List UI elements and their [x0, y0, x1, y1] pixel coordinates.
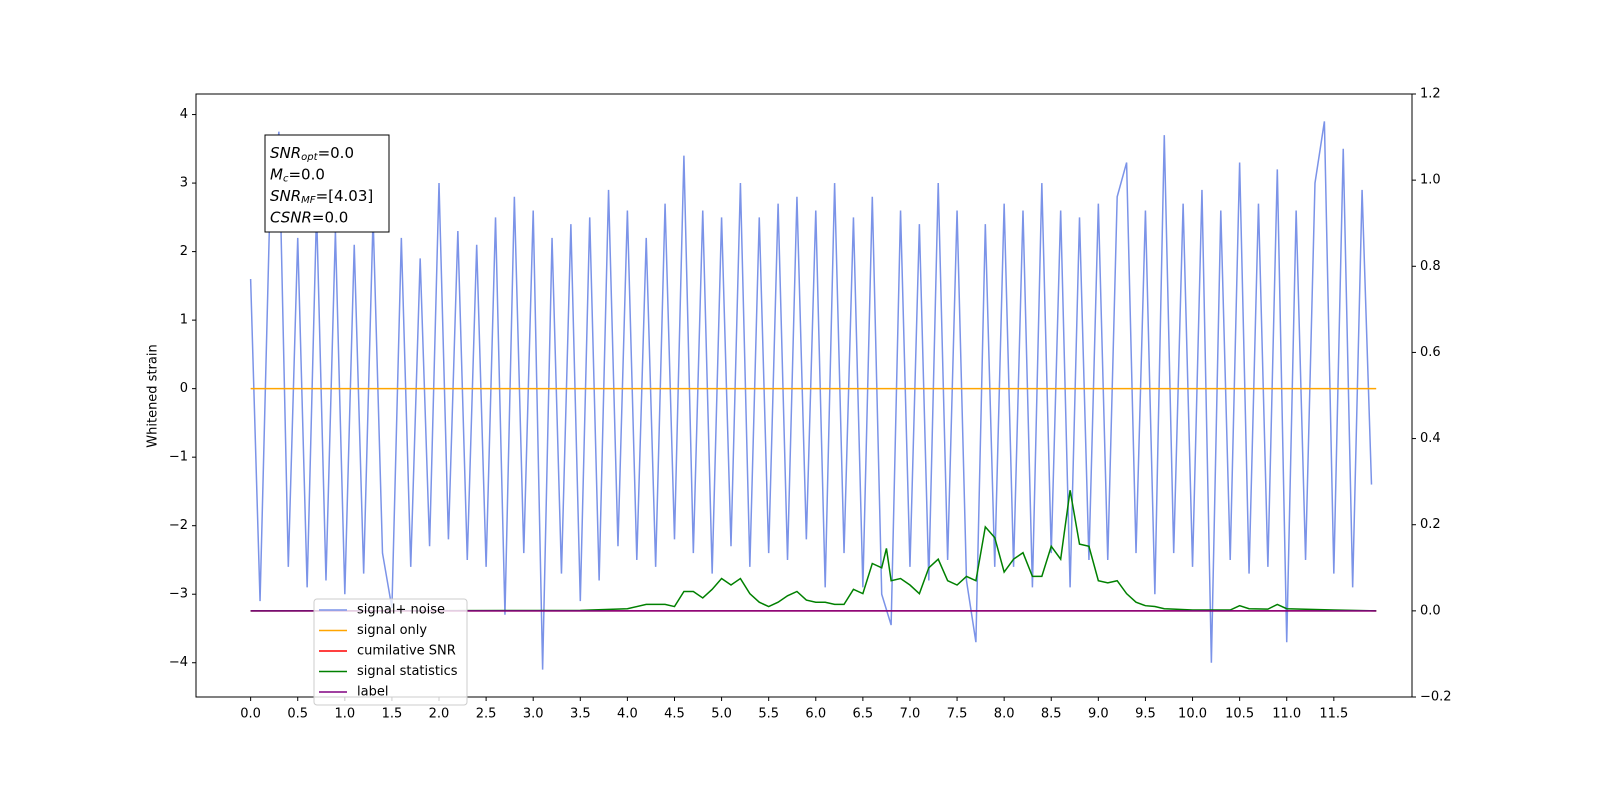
legend-label: cumilative SNR	[357, 644, 456, 659]
y-tick-label: 2	[180, 244, 188, 259]
annotation-line: CSNR=0.0	[270, 208, 348, 226]
annotation-line: SNRMF=[4.03]	[270, 187, 373, 207]
y2-tick-label: 0.8	[1420, 259, 1441, 274]
y-tick-label: 1	[180, 313, 188, 328]
plot-frame	[195, 93, 1413, 698]
x-tick-label: 4.5	[664, 707, 685, 722]
x-tick-label: 6.5	[853, 707, 874, 722]
annotation-symbol: CSNR	[270, 208, 312, 226]
annotation-box	[264, 134, 390, 233]
annotation-value: =0.0	[318, 144, 354, 162]
y2-tick-label: −0.2	[1420, 690, 1452, 705]
annotation-symbol: SNR	[270, 187, 301, 205]
x-tick-label: 1.5	[382, 707, 403, 722]
x-tick-label: 0.5	[287, 707, 308, 722]
y-tick-label: −1	[169, 450, 188, 465]
annotation-line: Mc=0.0	[270, 165, 325, 185]
annotation-value: =0.0	[312, 208, 348, 226]
legend-label: signal+ noise	[357, 603, 445, 618]
x-tick-label: 1.0	[334, 707, 355, 722]
annotation-subscript: MF	[301, 195, 316, 206]
y-tick-label: −3	[169, 587, 188, 602]
annotation-subscript: opt	[301, 152, 318, 163]
y-tick-label: 0	[180, 381, 188, 396]
y2-tick-label: 1.0	[1420, 173, 1441, 188]
series-line	[250, 490, 1377, 612]
y-axis-label: Whitened strain	[146, 344, 161, 447]
annotation-symbol: SNR	[270, 144, 301, 162]
annotation-value: =[4.03]	[316, 187, 374, 205]
x-tick-label: 3.0	[523, 707, 544, 722]
x-tick-label: 2.0	[429, 707, 450, 722]
y2-tick-label: 0.6	[1420, 345, 1441, 360]
x-tick-label: 11.0	[1272, 707, 1301, 722]
x-tick-label: 6.0	[805, 707, 826, 722]
y-tick-label: 3	[180, 176, 188, 191]
annotation-symbol: M	[270, 165, 283, 183]
y-tick-label: 4	[180, 107, 188, 122]
x-tick-label: 2.5	[476, 707, 497, 722]
series-line	[249, 121, 1373, 670]
y-tick-label: −4	[169, 655, 188, 670]
y2-tick-label: 0.2	[1420, 517, 1441, 532]
x-tick-label: 4.0	[617, 707, 638, 722]
x-tick-label: 5.0	[711, 707, 732, 722]
x-tick-label: 8.5	[1041, 707, 1062, 722]
y-tick-label: −2	[169, 518, 188, 533]
x-tick-label: 3.5	[570, 707, 591, 722]
legend-box	[313, 598, 468, 706]
legend: signal+ noise signal only cumilative SNR si…	[313, 598, 468, 706]
x-tick-label: 7.0	[900, 707, 921, 722]
x-tick-label: 10.5	[1225, 707, 1254, 722]
legend-label: signal statistics	[357, 664, 458, 679]
x-tick-label: 9.0	[1088, 707, 1109, 722]
x-tick-label: 5.5	[758, 707, 779, 722]
x-tick-label: 9.5	[1135, 707, 1156, 722]
annotation-subscript: c	[283, 174, 289, 185]
legend-label: signal only	[357, 623, 427, 638]
legend-label: label	[357, 685, 388, 700]
x-tick-label: 10.0	[1178, 707, 1207, 722]
annotation-value: =0.0	[288, 165, 324, 183]
y2-tick-label: 0.4	[1420, 431, 1441, 446]
y2-tick-label: 1.2	[1420, 87, 1441, 102]
x-tick-label: 7.5	[947, 707, 968, 722]
x-tick-label: 8.0	[994, 707, 1015, 722]
annotation-line: SNRopt=0.0	[270, 144, 354, 164]
x-tick-label: 0.0	[240, 707, 261, 722]
x-tick-label: 11.5	[1319, 707, 1348, 722]
y2-tick-label: 0.0	[1420, 603, 1441, 618]
